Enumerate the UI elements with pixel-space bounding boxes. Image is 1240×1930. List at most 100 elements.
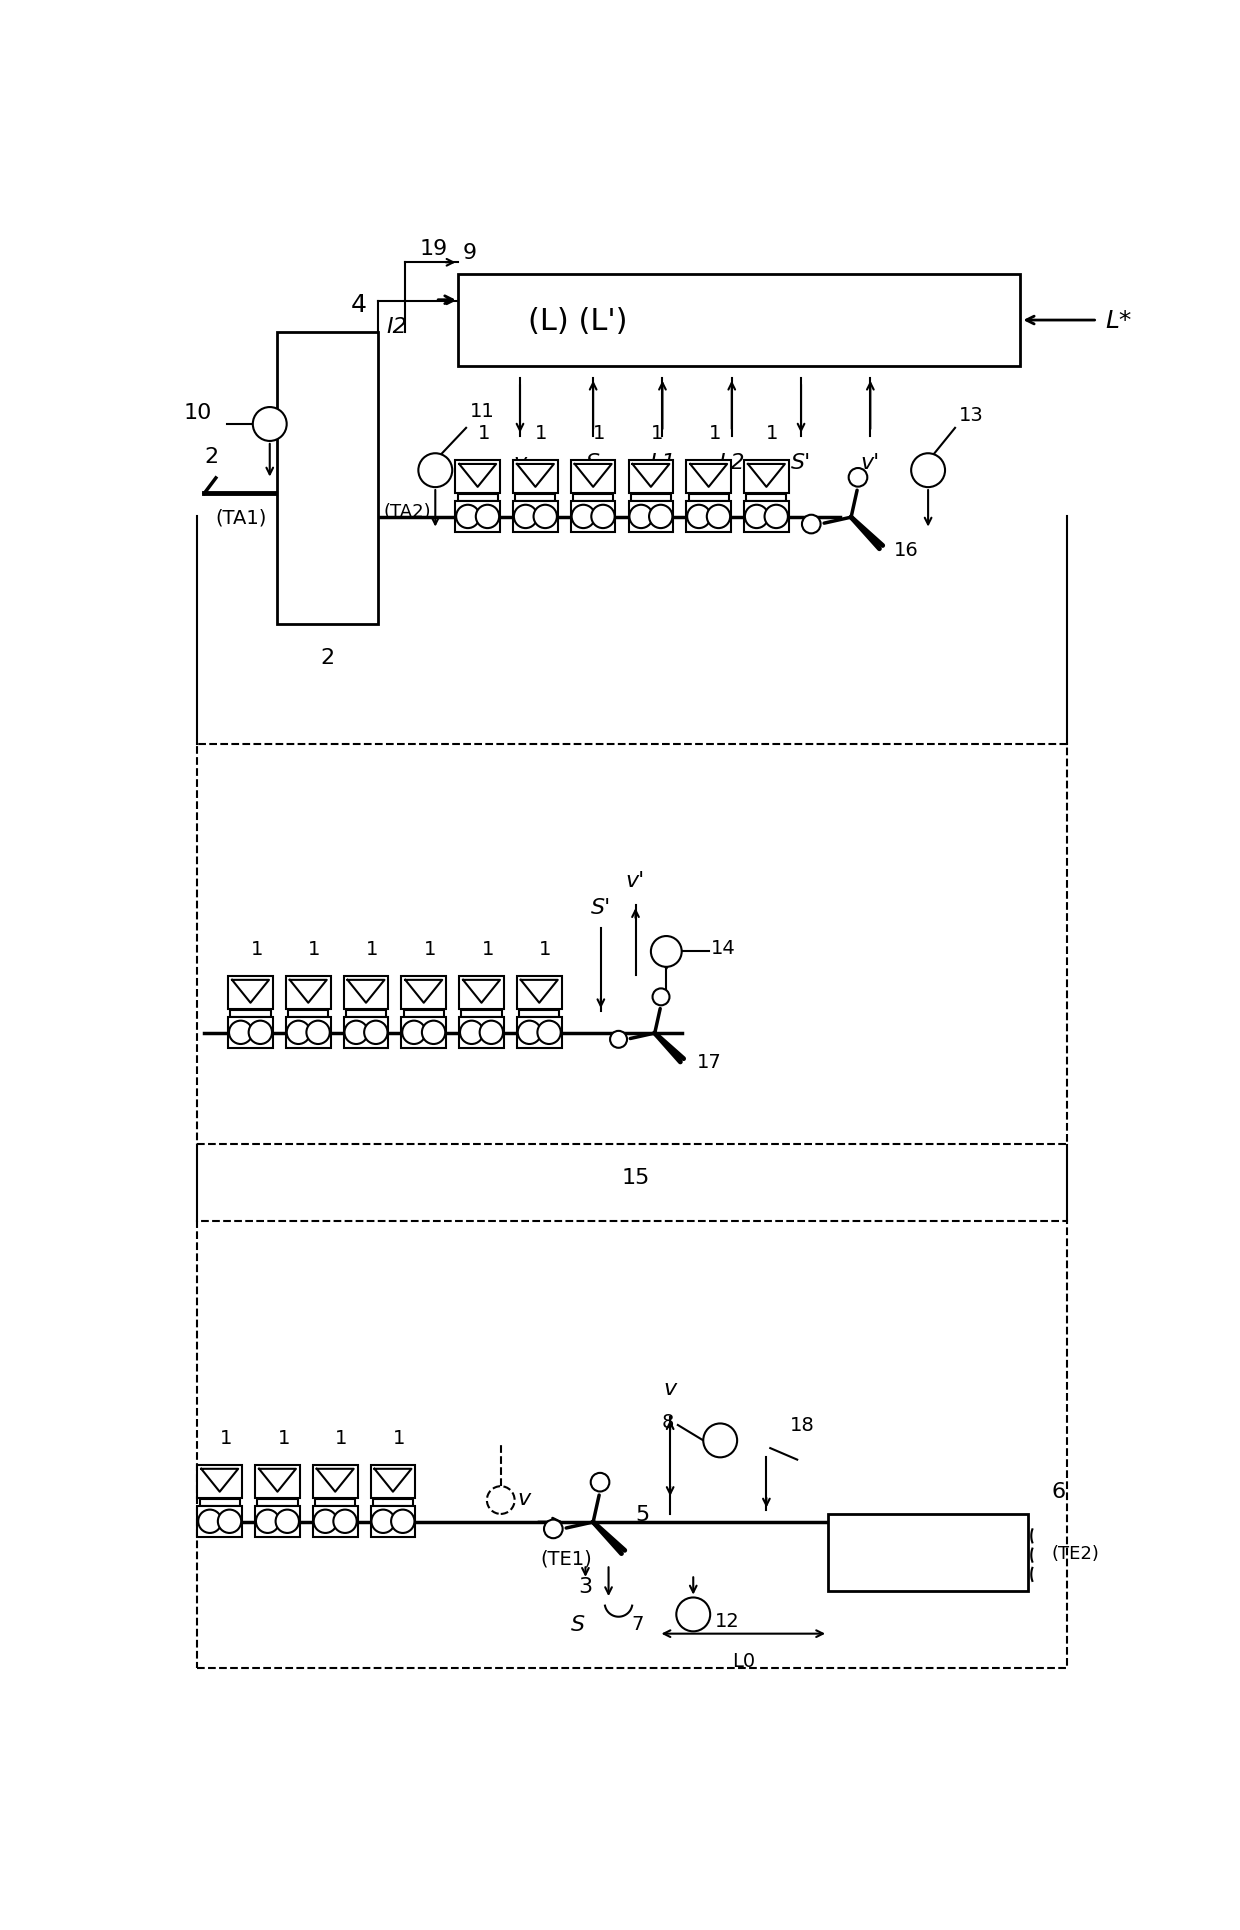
Text: (L) (L'): (L) (L') [528, 307, 627, 336]
Bar [343, 1017, 388, 1048]
Bar [288, 1009, 329, 1017]
Text: 9: 9 [463, 243, 476, 262]
Circle shape [255, 1509, 279, 1532]
Bar [200, 1500, 239, 1505]
Text: L2: L2 [718, 454, 745, 473]
Bar [197, 1505, 242, 1536]
Bar [402, 1017, 446, 1048]
Bar [197, 1222, 1066, 1668]
Circle shape [518, 1021, 541, 1044]
Bar [197, 1465, 242, 1498]
Text: 16: 16 [894, 540, 918, 560]
Text: 13: 13 [959, 405, 983, 425]
Text: 1: 1 [393, 1428, 405, 1448]
Circle shape [802, 515, 821, 535]
Text: 1: 1 [651, 423, 663, 442]
Bar [629, 461, 673, 494]
Bar [228, 977, 273, 1009]
Circle shape [687, 506, 711, 529]
Circle shape [345, 1021, 368, 1044]
Circle shape [418, 454, 453, 488]
Circle shape [590, 1473, 609, 1492]
Circle shape [765, 506, 787, 529]
Circle shape [480, 1021, 503, 1044]
Bar [744, 461, 789, 494]
Circle shape [533, 506, 557, 529]
Bar [371, 1465, 415, 1498]
Bar [373, 1500, 413, 1505]
Bar [513, 502, 558, 533]
Circle shape [652, 988, 670, 1006]
Circle shape [544, 1519, 563, 1538]
Bar [461, 1009, 502, 1017]
Bar [744, 502, 789, 533]
Text: 1: 1 [366, 940, 378, 957]
Circle shape [848, 469, 867, 488]
Bar [828, 1515, 1028, 1592]
Bar [346, 1009, 386, 1017]
Circle shape [676, 1598, 711, 1631]
Bar [255, 1505, 300, 1536]
Text: v: v [517, 1488, 531, 1509]
Text: 1: 1 [278, 1428, 290, 1448]
Text: I2: I2 [387, 317, 408, 336]
Bar [686, 502, 730, 533]
Circle shape [513, 506, 537, 529]
Text: 1: 1 [477, 423, 490, 442]
Text: 1: 1 [424, 940, 436, 957]
Text: L1: L1 [650, 454, 676, 473]
Bar [312, 1465, 357, 1498]
Text: 14: 14 [711, 938, 735, 957]
Bar [278, 332, 377, 625]
Text: v: v [663, 1378, 677, 1399]
Circle shape [745, 506, 769, 529]
Text: 18: 18 [790, 1417, 815, 1434]
Text: 2: 2 [205, 448, 218, 467]
Text: S: S [587, 454, 600, 473]
Circle shape [591, 506, 615, 529]
Text: 6: 6 [1052, 1482, 1065, 1502]
Bar [258, 1500, 298, 1505]
Text: 1: 1 [766, 423, 779, 442]
Text: 1: 1 [219, 1428, 232, 1448]
Circle shape [249, 1021, 272, 1044]
Text: 11: 11 [470, 401, 495, 421]
Bar [629, 502, 673, 533]
Circle shape [218, 1509, 242, 1532]
Text: (TA1): (TA1) [216, 508, 268, 527]
Circle shape [306, 1021, 330, 1044]
Text: 17: 17 [697, 1052, 722, 1071]
Text: 4: 4 [351, 293, 366, 317]
Text: 1: 1 [539, 940, 552, 957]
Bar [404, 1009, 444, 1017]
Circle shape [630, 506, 652, 529]
Text: (TA2): (TA2) [383, 504, 432, 521]
Circle shape [275, 1509, 299, 1532]
Text: L*: L* [1105, 309, 1132, 332]
Circle shape [314, 1509, 337, 1532]
Bar [459, 977, 503, 1009]
Circle shape [372, 1509, 394, 1532]
Text: 15: 15 [621, 1168, 650, 1187]
Circle shape [572, 506, 595, 529]
Text: 7: 7 [631, 1615, 644, 1633]
Text: S': S' [590, 897, 611, 917]
Text: 8: 8 [662, 1413, 675, 1430]
Circle shape [911, 454, 945, 488]
Circle shape [334, 1509, 357, 1532]
Text: 1: 1 [335, 1428, 347, 1448]
Bar [455, 461, 500, 494]
Text: 1: 1 [536, 423, 548, 442]
Bar [458, 494, 497, 502]
Text: v': v' [861, 454, 880, 473]
Text: 12: 12 [714, 1612, 739, 1631]
Bar [513, 461, 558, 494]
Bar [459, 274, 1021, 367]
Bar [255, 1465, 300, 1498]
Bar [688, 494, 729, 502]
Text: 1: 1 [593, 423, 605, 442]
Bar [286, 977, 331, 1009]
Text: 10: 10 [184, 403, 212, 423]
Text: 3: 3 [578, 1577, 593, 1596]
Text: S: S [570, 1615, 585, 1635]
